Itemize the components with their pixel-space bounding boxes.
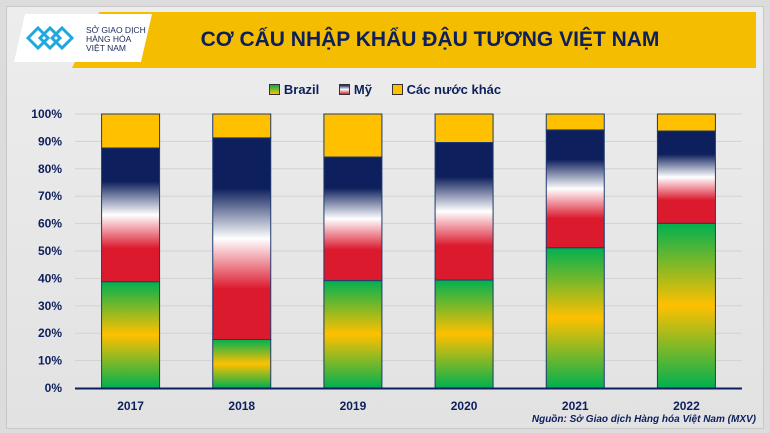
- legend-swatch: [268, 84, 280, 95]
- y-tick-label: 40%: [38, 271, 62, 285]
- bar-segment-mỹ-2022: [656, 130, 716, 224]
- bar-segment-các-nước-khác-2017: [101, 113, 161, 149]
- x-tick-label: 2021: [562, 399, 589, 413]
- legend-swatch: [391, 84, 403, 95]
- y-tick-label: 70%: [38, 189, 62, 203]
- bar-segment-mỹ-2020: [434, 141, 494, 281]
- legend-item-my: Mỹ: [338, 82, 372, 97]
- bar-segment-brazil-2020: [434, 279, 494, 389]
- legend-swatch: [338, 84, 350, 95]
- bar-segment-mỹ-2018: [212, 137, 272, 341]
- y-tick-label: 50%: [38, 244, 62, 258]
- y-tick-label: 0%: [45, 381, 63, 395]
- legend-label: Brazil: [283, 82, 320, 97]
- bar-segment-brazil-2022: [656, 222, 716, 389]
- bar-segment-brazil-2019: [323, 280, 383, 389]
- y-tick-label: 90%: [38, 134, 62, 148]
- legend: Brazil Mỹ Các nước khác: [0, 82, 770, 97]
- y-tick-label: 30%: [38, 299, 62, 313]
- legend-item-brazil: Brazil: [268, 82, 320, 97]
- logo-text: SỞ GIAO DỊCH HÀNG HÓA VIỆT NAM: [86, 25, 146, 53]
- logo: [14, 14, 152, 62]
- y-tick-label: 100%: [31, 107, 62, 121]
- title-banner: [72, 12, 756, 68]
- legend-label: Mỹ: [353, 82, 372, 97]
- source-note: Nguồn: Sở Giao dịch Hàng hóa Việt Nam (M…: [531, 414, 756, 425]
- x-tick-label: 2017: [117, 399, 144, 413]
- legend-item-other: Các nước khác: [391, 82, 502, 97]
- bar-segment-các-nước-khác-2021: [545, 113, 605, 131]
- bar-segment-brazil-2017: [101, 281, 161, 389]
- bar-segment-mỹ-2021: [545, 129, 605, 249]
- logo-mark-icon: [25, 25, 75, 51]
- bar-segment-các-nước-khác-2020: [434, 113, 494, 143]
- y-tick-label: 20%: [38, 326, 62, 340]
- x-tick-label: 2018: [228, 399, 255, 413]
- x-tick-label: 2022: [673, 399, 700, 413]
- bar-segment-các-nước-khác-2019: [323, 113, 383, 158]
- bar-segment-các-nước-khác-2018: [212, 113, 272, 139]
- bar-segment-mỹ-2017: [101, 147, 161, 283]
- y-tick-label: 10%: [38, 354, 62, 368]
- bar-segment-brazil-2018: [212, 339, 272, 389]
- legend-label: Các nước khác: [406, 82, 502, 97]
- bar-segment-mỹ-2019: [323, 156, 383, 282]
- chart-title: CƠ CẤU NHẬP KHẨU ĐẬU TƯƠNG VIỆT NAM: [200, 28, 660, 51]
- bar-segment-các-nước-khác-2022: [656, 113, 716, 132]
- x-tick-label: 2019: [340, 399, 367, 413]
- y-tick-label: 60%: [38, 217, 62, 231]
- bar-segment-brazil-2021: [545, 247, 605, 389]
- y-tick-label: 80%: [38, 162, 62, 176]
- x-tick-label: 2020: [451, 399, 478, 413]
